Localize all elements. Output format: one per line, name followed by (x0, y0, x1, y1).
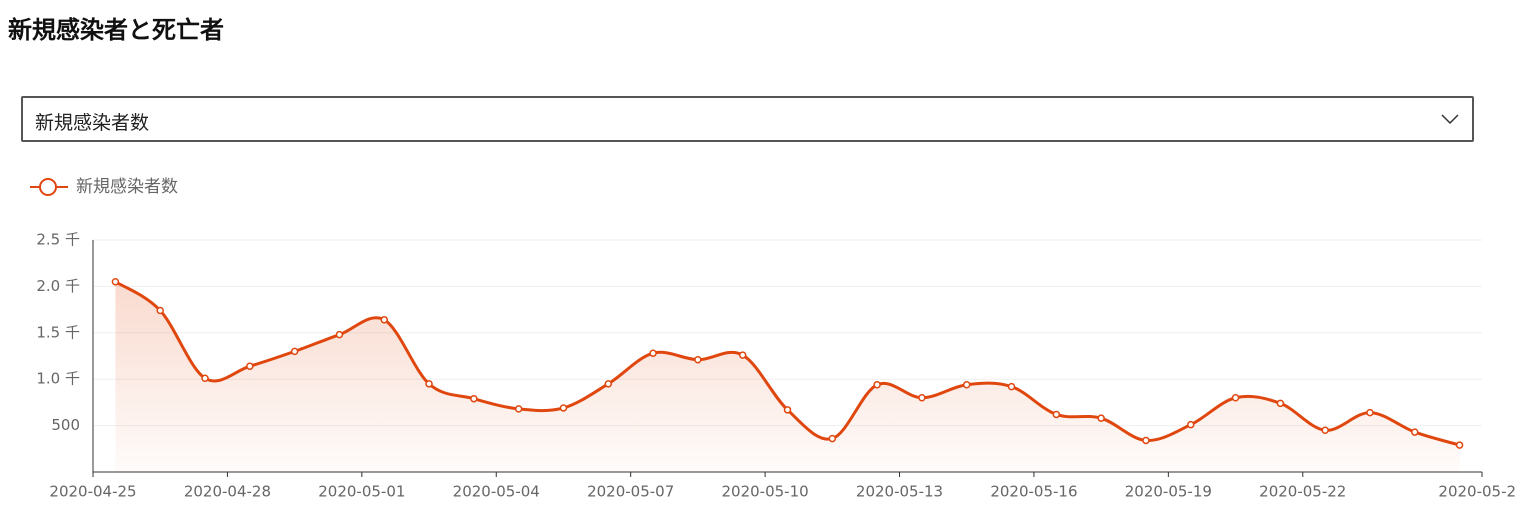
y-tick-label: 500 (51, 416, 80, 434)
point (335, 330, 344, 339)
x-tick-label: 2020-05-22 (1259, 483, 1346, 501)
point (1142, 436, 1150, 445)
page-title: 新規感染者と死亡者 (8, 16, 224, 44)
point (1411, 428, 1419, 436)
point (425, 380, 433, 388)
point (1455, 441, 1464, 449)
dropdown-chevron (1441, 114, 1459, 125)
point (514, 405, 523, 413)
point (1321, 426, 1329, 434)
point (470, 394, 478, 403)
point (1366, 408, 1374, 417)
x-tick-label: 2020-05-16 (990, 483, 1077, 501)
point (828, 434, 837, 443)
point (738, 351, 747, 359)
point (1097, 414, 1105, 422)
point (290, 347, 299, 356)
point (201, 374, 209, 383)
point (873, 381, 881, 389)
x-tick-label: 2020-05-01 (318, 483, 405, 501)
point (918, 394, 926, 402)
legend-label: 新規感染者数 (76, 177, 178, 197)
x-tick-label: 2020-05-19 (1125, 483, 1212, 501)
point (1052, 410, 1061, 419)
point (559, 404, 568, 412)
x-tick-label: 2020-05-10 (722, 483, 809, 501)
x-tick-label: 2020-04-28 (184, 483, 271, 501)
point (649, 349, 657, 357)
legend-marker (39, 178, 57, 196)
point (694, 355, 702, 364)
point (783, 406, 792, 414)
point (604, 380, 613, 388)
dropdown-value: 新規感染者数 (35, 112, 150, 134)
point (962, 381, 971, 389)
y-tick-label: 2.5 千 (36, 231, 80, 249)
y-tick-label: 1.5 千 (36, 323, 80, 341)
y-tick-label: 1.0 千 (36, 370, 80, 388)
x-tick-label: 2020-05-13 (856, 483, 943, 501)
area (115, 281, 1460, 472)
x-tick-label: 2020-05-04 (453, 483, 540, 501)
point (1276, 399, 1285, 408)
point (156, 306, 164, 315)
x-tick-label: 2020-05-07 (587, 483, 674, 501)
y-tick-label: 2.0 千 (36, 277, 80, 295)
metric-dropdown[interactable]: 新規感染者数 (21, 96, 1474, 142)
x-tick-label: 2020-04-25 (49, 483, 136, 501)
chart: 新規感染者数 500 1.0 千 1.5 千 2.0 千 2.5 千 2020-04-25 2… (30, 177, 1516, 501)
point (246, 362, 254, 370)
x-tick-label: 2020-05-25 (1438, 483, 1516, 501)
point (380, 316, 388, 324)
point (1187, 420, 1195, 429)
point (111, 278, 120, 286)
point (1007, 382, 1016, 391)
point (1231, 394, 1240, 402)
